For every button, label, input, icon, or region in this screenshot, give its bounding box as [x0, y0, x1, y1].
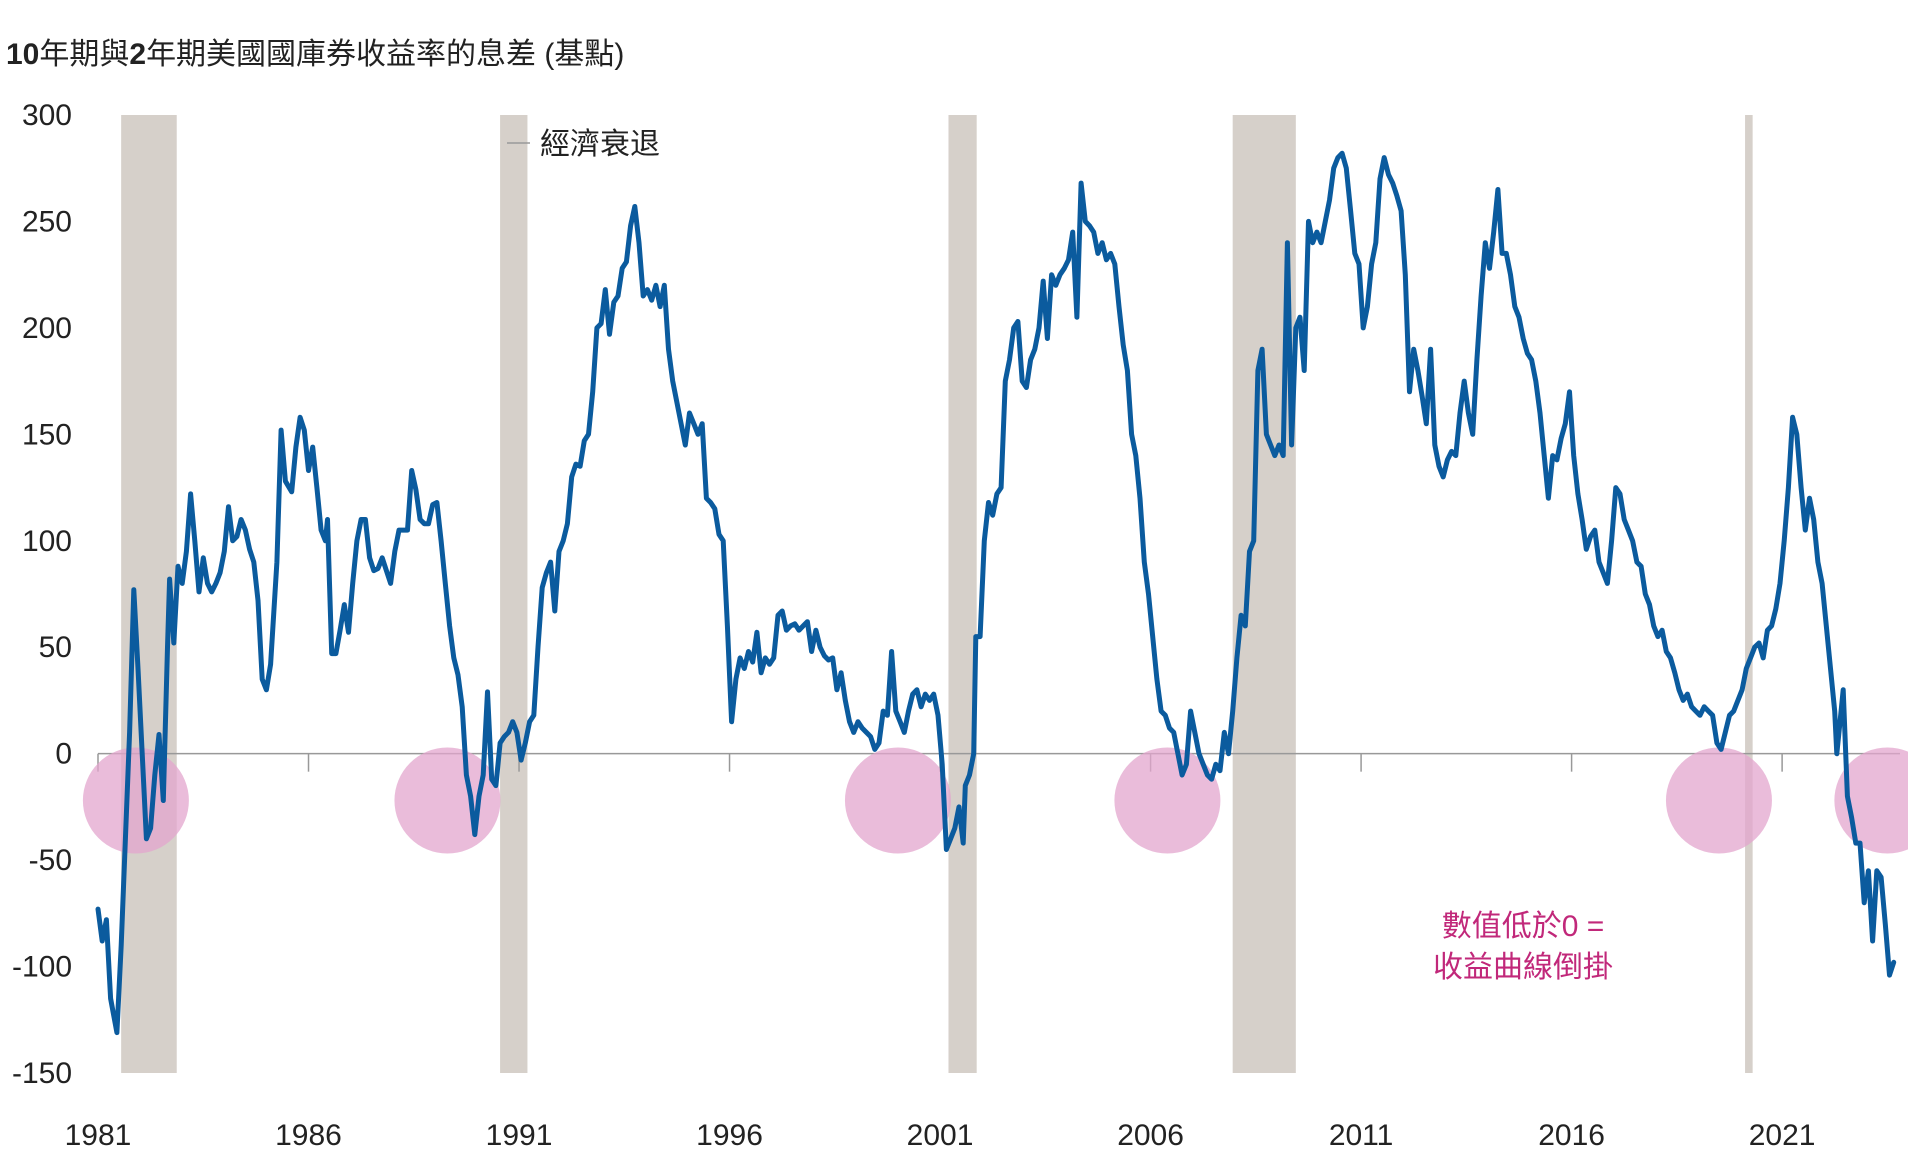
x-tick-label: 2006 — [1117, 1119, 1184, 1152]
annotation-line-2: 收益曲線倒掛 — [1433, 951, 1613, 984]
y-tick-label: 200 — [22, 312, 72, 345]
inversion-annotation: 數值低於0 = 收益曲線倒掛 — [1433, 910, 1613, 984]
recession-band-2 — [948, 115, 977, 1073]
y-tick-label: 300 — [22, 99, 72, 132]
inversion-marker-3 — [1114, 747, 1221, 854]
inversion-markers — [82, 747, 1908, 854]
inversion-marker-4 — [1665, 747, 1772, 854]
recession-band-1 — [500, 115, 528, 1073]
x-tick-label: 1986 — [275, 1119, 342, 1152]
title-bold-10: 10 — [6, 38, 39, 71]
inversion-marker-0 — [82, 747, 189, 854]
title-bold-2: 2 — [129, 38, 146, 71]
y-tick-label: -50 — [29, 844, 72, 877]
x-tick-label: 2001 — [907, 1119, 974, 1152]
y-tick-label: 250 — [22, 205, 72, 238]
inversion-marker-2 — [844, 747, 951, 854]
y-tick-label: 150 — [22, 418, 72, 451]
y-tick-label: 0 — [55, 738, 72, 771]
title-text-2: 年期美國國庫券收益率的息差 (基點) — [146, 38, 624, 71]
x-tick-label: 2021 — [1749, 1119, 1816, 1152]
spread-series-line — [95, 150, 1897, 1036]
x-tick-labels: 1981 1986 1991 1996 2001 2006 2011 2016 2021 — [65, 753, 1816, 1152]
y-tick-label: 50 — [39, 631, 72, 664]
y-tick-label: 100 — [22, 525, 72, 558]
chart-title: 10年期與2年期美國國庫券收益率的息差 (基點) — [6, 38, 624, 71]
y-tick-label: -100 — [12, 951, 72, 984]
y-tick-labels: 300 250 200 150 100 50 0 -50 -100 -150 — [12, 99, 72, 1090]
y-tick-label: -150 — [12, 1057, 72, 1090]
x-tick-label: 1996 — [696, 1119, 763, 1152]
legend: 經濟衰退 — [507, 128, 660, 161]
x-tick-label: 2016 — [1538, 1119, 1605, 1152]
x-tick-label: 1981 — [65, 1119, 132, 1152]
x-tick-label: 1991 — [486, 1119, 553, 1152]
annotation-line-1: 數值低於0 = — [1442, 910, 1605, 943]
recession-band-4 — [1745, 115, 1753, 1073]
legend-label: 經濟衰退 — [540, 128, 660, 161]
title-text-1: 年期與 — [39, 38, 129, 71]
x-tick-label: 2011 — [1329, 1119, 1394, 1152]
